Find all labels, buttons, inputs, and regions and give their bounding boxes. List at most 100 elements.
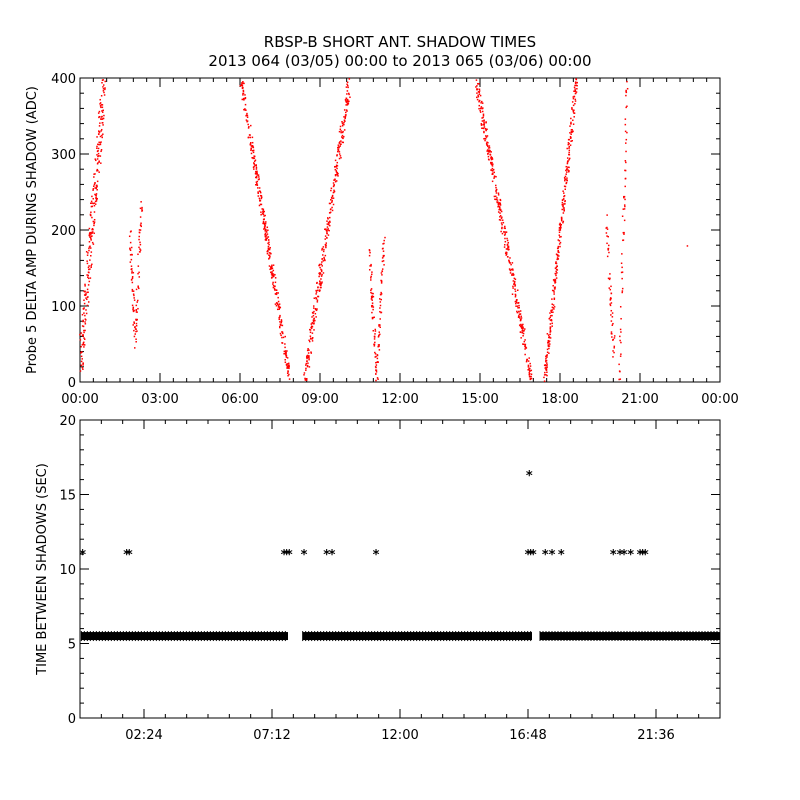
data-point <box>340 130 342 132</box>
data-point <box>334 178 336 180</box>
data-point <box>242 98 245 101</box>
data-point <box>256 172 258 174</box>
data-point <box>547 334 550 336</box>
data-point <box>325 246 327 249</box>
data-point <box>573 90 575 92</box>
data-point <box>528 369 531 372</box>
data-point <box>555 277 558 279</box>
data-point <box>103 94 106 96</box>
data-point <box>566 162 569 165</box>
data-point <box>557 258 560 260</box>
data-point <box>612 356 614 358</box>
data-point <box>611 312 614 314</box>
data-point <box>504 240 507 243</box>
data-point <box>512 272 514 275</box>
data-point <box>574 81 577 83</box>
data-point <box>489 150 491 152</box>
data-point <box>514 300 517 303</box>
data-point <box>138 246 140 249</box>
data-point <box>324 254 327 257</box>
data-point <box>499 209 502 212</box>
data-point <box>375 373 377 375</box>
data-point <box>329 208 332 211</box>
data-point <box>370 263 372 266</box>
data-point <box>245 109 247 111</box>
data-point <box>315 316 317 318</box>
data-point <box>267 229 269 231</box>
data-point <box>93 185 95 187</box>
data-point <box>89 232 91 234</box>
data-point <box>382 260 385 262</box>
data-point <box>131 272 133 274</box>
data-point <box>493 175 496 177</box>
data-point <box>347 92 350 95</box>
data-point <box>621 271 624 273</box>
data-point <box>491 163 493 166</box>
data-point <box>521 324 523 327</box>
data-point <box>484 135 487 137</box>
data-point <box>496 197 498 199</box>
data-point <box>525 347 528 349</box>
data-point <box>280 321 283 324</box>
data-point <box>345 114 347 116</box>
data-point <box>493 195 496 198</box>
data-point <box>498 208 500 211</box>
data-point <box>620 331 622 333</box>
data-point <box>570 136 572 139</box>
data-point <box>344 120 346 123</box>
data-point <box>96 185 98 188</box>
data-point <box>101 104 104 106</box>
data-point <box>565 181 568 184</box>
data-point <box>81 313 84 316</box>
data-point <box>306 357 308 360</box>
data-point <box>570 122 572 125</box>
data-point <box>340 140 342 142</box>
data-point <box>132 293 135 295</box>
data-point <box>562 190 564 192</box>
data-point <box>90 254 92 257</box>
data-point <box>504 227 506 230</box>
data-point <box>100 95 103 97</box>
data-point <box>311 338 314 340</box>
data-point <box>371 302 374 304</box>
data-point <box>244 109 246 111</box>
data-point <box>622 239 625 241</box>
data-point <box>546 362 548 364</box>
data-point <box>99 135 102 138</box>
data-point <box>606 255 609 258</box>
data-point <box>327 228 329 230</box>
data-point <box>564 188 567 190</box>
data-point <box>132 324 134 326</box>
data-point <box>265 239 267 241</box>
data-point <box>544 371 546 374</box>
data-point <box>514 284 517 286</box>
data-point <box>497 202 500 204</box>
data-point <box>529 365 532 367</box>
data-point <box>90 251 93 253</box>
data-point <box>519 317 521 319</box>
data-point <box>510 268 513 271</box>
data-point <box>477 94 479 97</box>
data-point <box>371 306 373 308</box>
data-point <box>574 88 576 90</box>
data-point <box>139 249 142 251</box>
baseline-markers <box>302 632 532 641</box>
chart-subtitle: 2013 064 (03/05) 00:00 to 2013 065 (03/0… <box>208 52 592 70</box>
data-point <box>321 281 323 283</box>
data-point <box>82 307 85 310</box>
data-point <box>138 229 141 231</box>
data-point <box>507 241 510 244</box>
x-tick-label: 18:00 <box>541 392 578 407</box>
data-point <box>131 270 133 272</box>
data-point <box>488 151 491 153</box>
data-point <box>137 265 140 267</box>
data-point <box>568 149 571 152</box>
data-point: * <box>373 548 380 563</box>
data-point <box>555 270 557 273</box>
y-tick-label: 10 <box>59 563 76 578</box>
data-point <box>504 237 506 240</box>
data-point <box>517 315 520 317</box>
data-point <box>337 148 339 151</box>
data-point <box>276 308 279 311</box>
data-point <box>519 319 522 322</box>
